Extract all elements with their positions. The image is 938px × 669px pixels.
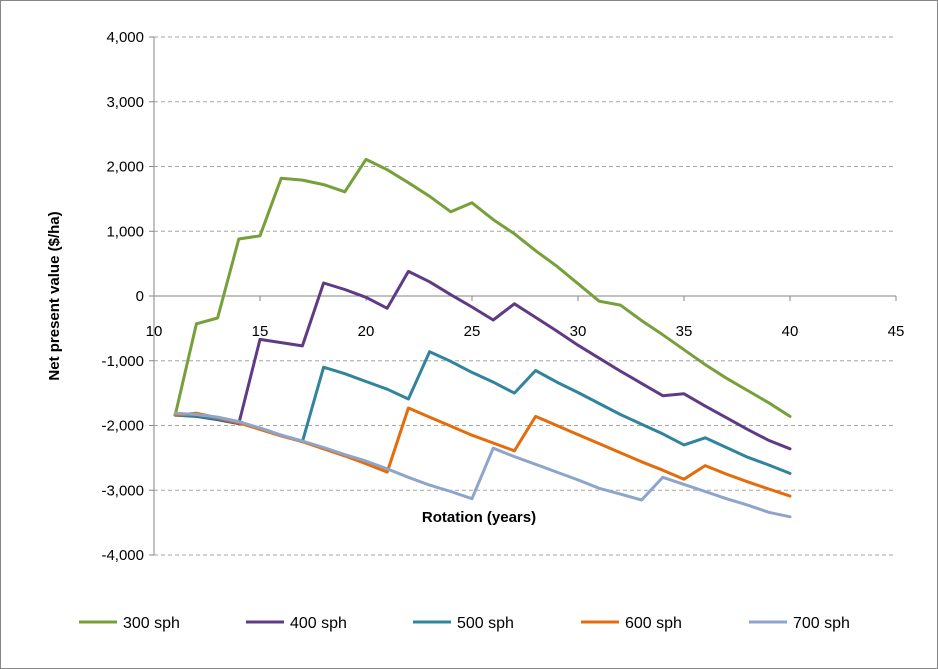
x-tick-label: 25 (464, 323, 481, 340)
legend-label: 300 sph (123, 615, 180, 632)
y-axis-title: Net present value ($/ha) (46, 211, 63, 380)
legend-label: 400 sph (290, 615, 347, 632)
y-tick-label: -2,000 (101, 418, 144, 435)
x-tick-label: 10 (146, 323, 163, 340)
x-tick-label: 30 (570, 323, 587, 340)
x-tick-label: 40 (782, 323, 799, 340)
series-line-400-sph (173, 269, 792, 451)
legend-label: 500 sph (457, 615, 514, 632)
y-tick-label: -4,000 (101, 547, 144, 564)
y-tick-label: 4,000 (106, 29, 144, 46)
y-tick-label: 1,000 (106, 223, 144, 240)
series-line-500-sph (173, 350, 792, 475)
series-line-600-sph (173, 406, 792, 498)
legend: 300 sph 400 sph 500 sph 600 sph 700 sph (79, 615, 850, 632)
x-tick-label: 35 (676, 323, 693, 340)
series-line-300-sph (173, 157, 792, 418)
x-tick-label: 15 (252, 323, 269, 340)
axes (149, 36, 897, 556)
series-line-700-sph (173, 411, 792, 519)
x-tick-label: 45 (888, 323, 905, 340)
y-tick-label: 3,000 (106, 94, 144, 111)
y-tick-label: -1,000 (101, 353, 144, 370)
y-axis-tick-labels: 4,000 3,000 2,000 1,000 0 -1,000 -2,000 -3,000 -… (101, 29, 144, 564)
series-lines (173, 157, 792, 519)
y-tick-label: 2,000 (106, 159, 144, 176)
legend-label: 700 sph (793, 615, 850, 632)
legend-label: 600 sph (625, 615, 682, 632)
x-axis-title: Rotation (years) (422, 509, 536, 526)
x-tick-label: 20 (358, 323, 375, 340)
y-tick-label: -3,000 (101, 482, 144, 499)
x-axis-tick-labels: 10 15 20 25 30 35 40 45 (146, 323, 905, 340)
y-tick-label: 0 (136, 288, 144, 305)
